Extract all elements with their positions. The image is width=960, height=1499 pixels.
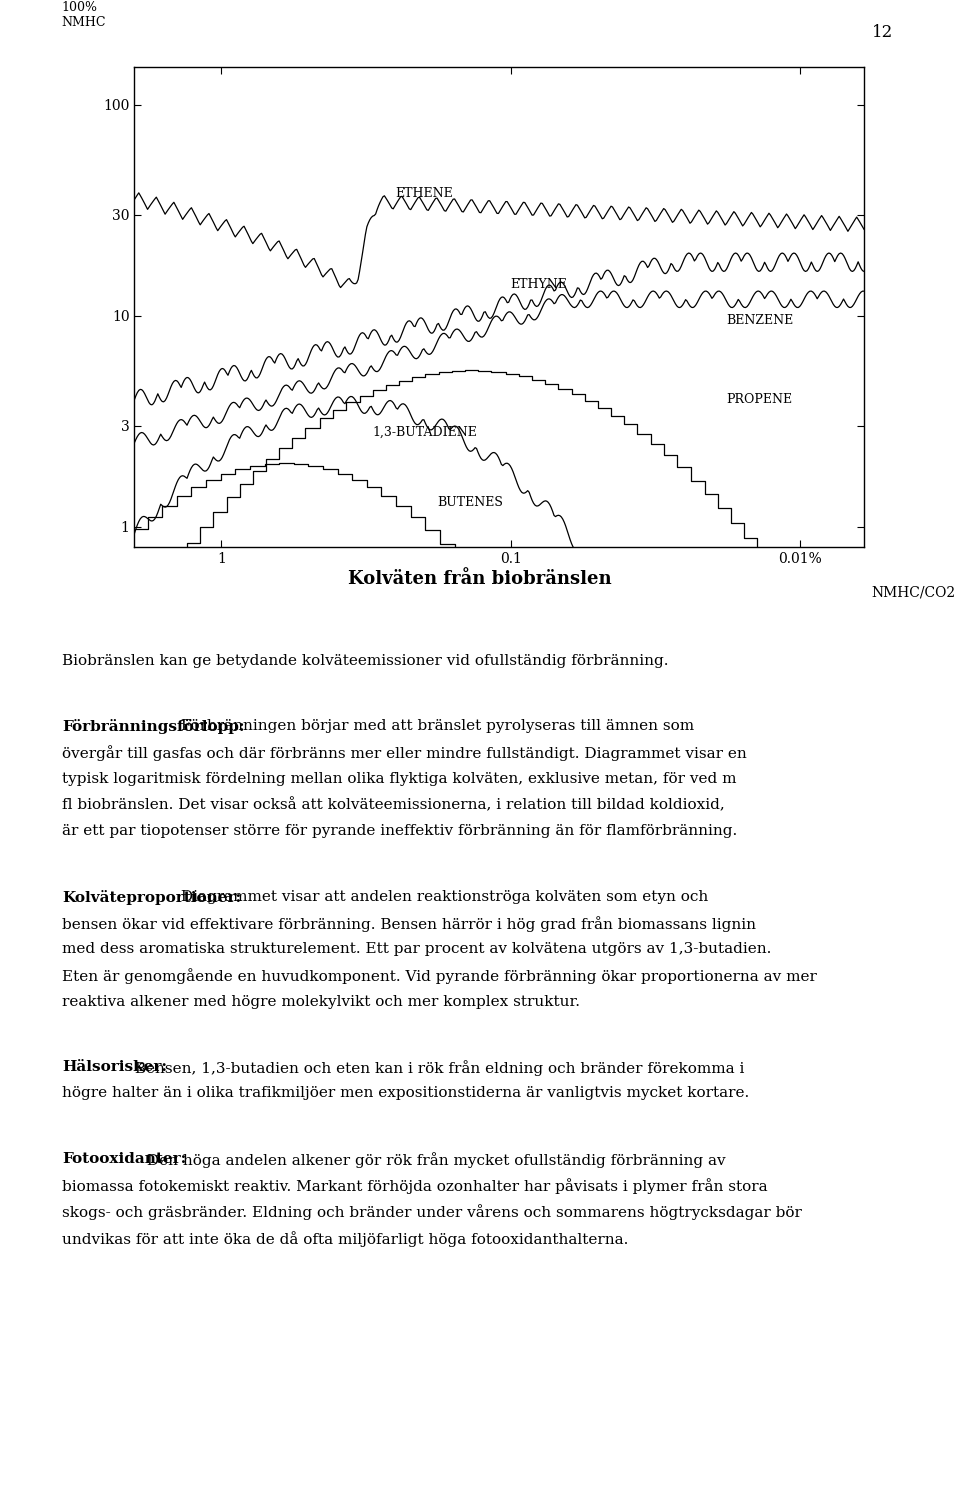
- Text: Eten är genomgående en huvudkomponent. Vid pyrande förbränning ökar proportioner: Eten är genomgående en huvudkomponent. V…: [62, 968, 817, 985]
- Text: Fotooxidanter:: Fotooxidanter:: [62, 1153, 186, 1166]
- Text: biomassa fotokemiskt reaktiv. Markant förhöjda ozonhalter har påvisats i plymer : biomassa fotokemiskt reaktiv. Markant fö…: [62, 1178, 768, 1195]
- Text: Hälsorisker:: Hälsorisker:: [62, 1060, 167, 1075]
- Text: högre halter än i olika trafikmiljöer men expositionstiderna är vanligtvis mycke: högre halter än i olika trafikmiljöer me…: [62, 1087, 750, 1100]
- Text: 100%
NMHC: 100% NMHC: [61, 1, 106, 28]
- Text: Biobränslen kan ge betydande kolväteemissioner vid ofullständig förbränning.: Biobränslen kan ge betydande kolväteemis…: [62, 654, 669, 667]
- Text: Kolväten från biobränslen: Kolväten från biobränslen: [348, 570, 612, 588]
- Text: Förbränningen börjar med att bränslet pyrolyseras till ämnen som: Förbränningen börjar med att bränslet py…: [176, 720, 694, 733]
- Text: NMHC/CO2: NMHC/CO2: [872, 586, 955, 600]
- Text: fl biobränslen. Det visar också att kolväteemissionerna, i relation till bildad : fl biobränslen. Det visar också att kolv…: [62, 797, 725, 812]
- Text: Förbränningsförlopp:: Förbränningsförlopp:: [62, 720, 245, 735]
- Text: bensen ökar vid effektivare förbränning. Bensen härrör i hög grad från biomassan: bensen ökar vid effektivare förbränning.…: [62, 916, 756, 932]
- Text: skogs- och gräsbränder. Eldning och bränder under vårens och sommarens högtrycks: skogs- och gräsbränder. Eldning och brän…: [62, 1205, 803, 1220]
- Text: Bensen, 1,3-butadien och eten kan i rök från eldning och bränder förekomma i: Bensen, 1,3-butadien och eten kan i rök …: [131, 1060, 745, 1076]
- Text: 1,3-BUTADIENE: 1,3-BUTADIENE: [372, 426, 477, 439]
- Text: reaktiva alkener med högre molekylvikt och mer komplex struktur.: reaktiva alkener med högre molekylvikt o…: [62, 995, 581, 1009]
- Text: 12: 12: [872, 24, 893, 40]
- Text: övergår till gasfas och där förbränns mer eller mindre fullständigt. Diagrammet : övergår till gasfas och där förbränns me…: [62, 745, 747, 761]
- Text: Kolväteproportioner:: Kolväteproportioner:: [62, 890, 242, 905]
- Text: med dess aromatiska strukturelement. Ett par procent av kolvätena utgörs av 1,3-: med dess aromatiska strukturelement. Ett…: [62, 943, 772, 956]
- Text: Den höga andelen alkener gör rök från mycket ofullständig förbränning av: Den höga andelen alkener gör rök från my…: [142, 1153, 726, 1168]
- Text: BUTENES: BUTENES: [437, 496, 503, 510]
- Text: PROPENE: PROPENE: [726, 393, 792, 406]
- Text: ETHYNE: ETHYNE: [511, 279, 567, 291]
- Text: BENZENE: BENZENE: [726, 313, 793, 327]
- Text: undvikas för att inte öka de då ofta miljöfarligt höga fotooxidanthalterna.: undvikas för att inte öka de då ofta mil…: [62, 1231, 629, 1247]
- Text: ETHENE: ETHENE: [396, 187, 453, 199]
- Text: Diagrammet visar att andelen reaktionströga kolväten som etyn och: Diagrammet visar att andelen reaktionstr…: [176, 890, 708, 904]
- Text: typisk logaritmisk fördelning mellan olika flyktiga kolväten, exklusive metan, f: typisk logaritmisk fördelning mellan oli…: [62, 772, 737, 785]
- Text: är ett par tiopotenser större för pyrande ineffektiv förbränning än för flamförb: är ett par tiopotenser större för pyrand…: [62, 824, 737, 838]
